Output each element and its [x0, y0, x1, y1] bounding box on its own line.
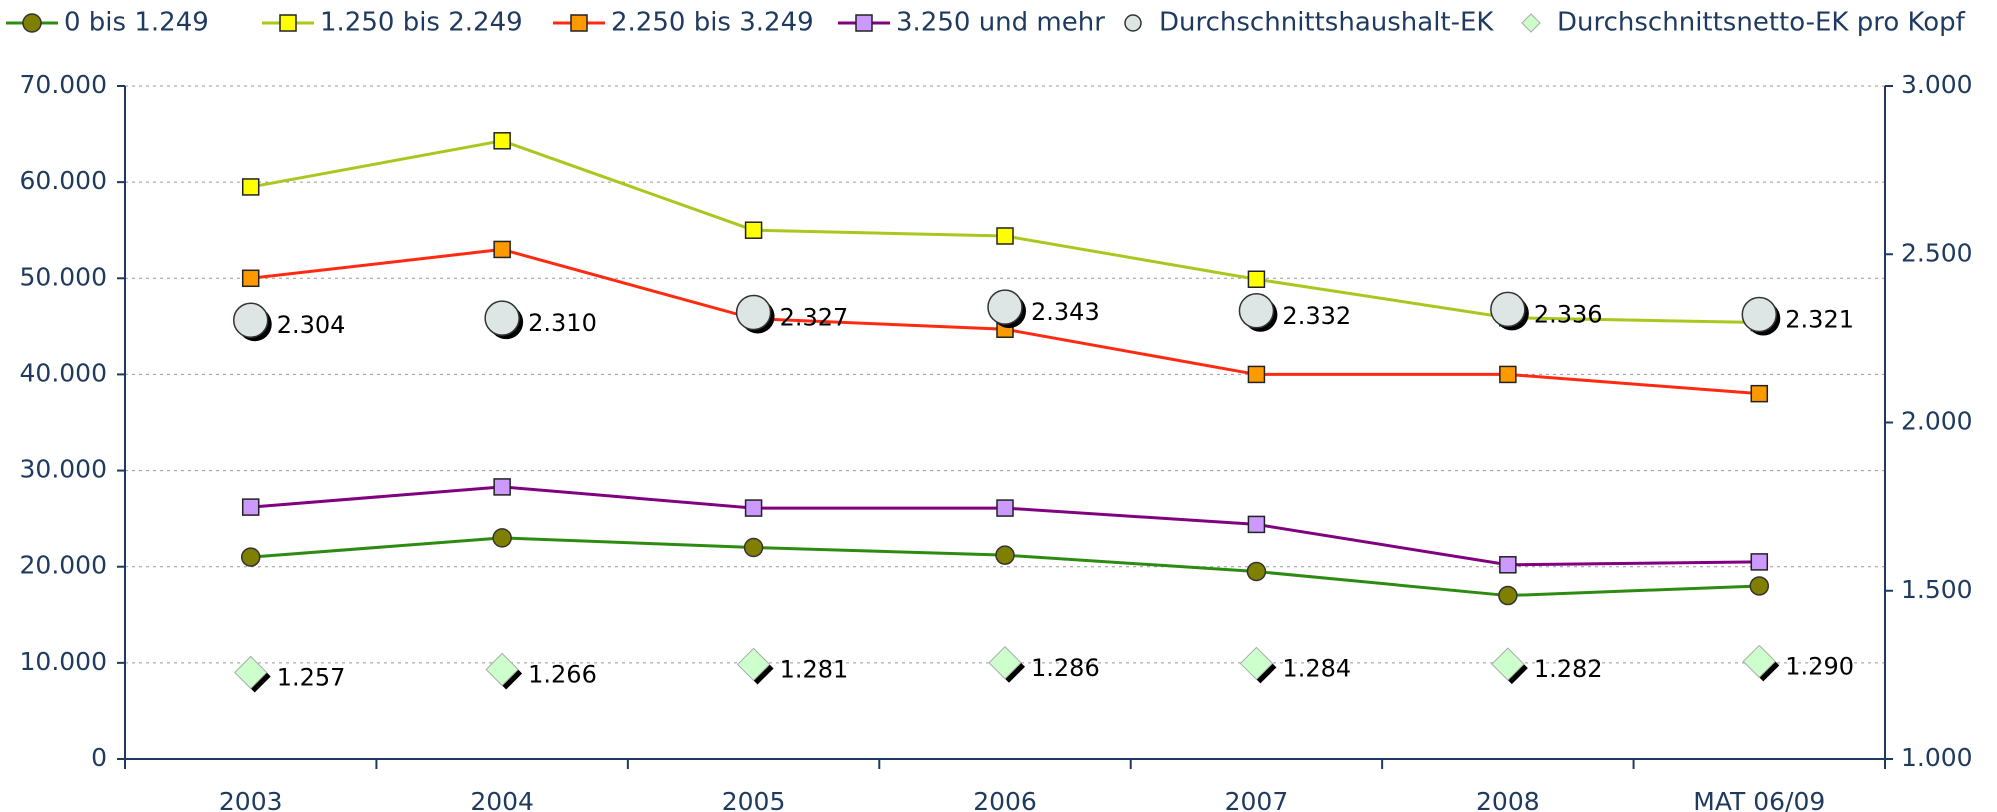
y-tick-label: 50.000 [20, 262, 107, 291]
y2-tick-label: 3.000 [1901, 70, 1973, 99]
y2-tick-label: 1.500 [1901, 575, 1973, 604]
marker [1239, 646, 1274, 681]
y-tick-label: 40.000 [20, 358, 107, 387]
marker [1499, 556, 1517, 574]
x-tick-label: 2004 [470, 787, 534, 812]
marker [996, 499, 1014, 517]
data-label: 1.284 [1282, 654, 1351, 682]
data-label: 1.257 [277, 664, 346, 692]
data-label: 1.282 [1534, 655, 1603, 683]
marker [744, 499, 763, 517]
marker [988, 646, 1022, 680]
y-tick-label: 10.000 [20, 647, 107, 676]
marker [493, 132, 511, 150]
legend-label: 0 bis 1.249 [64, 8, 209, 38]
marker [744, 221, 763, 239]
legend-label: 3.250 und mehr [896, 8, 1105, 38]
legend-label: Durchschnittsnetto-EK pro Kopf [1557, 8, 1966, 38]
marker [995, 545, 1015, 565]
marker [743, 537, 764, 558]
x-tick-label: MAT 06/09 [1693, 787, 1825, 812]
legend-marker [1124, 14, 1142, 32]
data-label: 2.343 [1031, 298, 1100, 326]
x-tick-label: 2005 [722, 787, 786, 812]
x-tick-label: 2007 [1225, 787, 1289, 812]
marker [234, 655, 268, 690]
y-tick-label: 60.000 [20, 166, 107, 195]
marker [1238, 293, 1275, 329]
data-label: 2.321 [1785, 305, 1854, 333]
data-label: 2.336 [1534, 300, 1603, 328]
y-tick-label: 0 [91, 743, 107, 772]
marker [1741, 296, 1778, 333]
marker [493, 240, 511, 259]
marker [1750, 384, 1769, 403]
data-label: 1.266 [528, 660, 597, 688]
marker [1750, 553, 1769, 571]
y-tick-label: 70.000 [20, 70, 107, 99]
marker [996, 227, 1014, 245]
data-label: 2.332 [1282, 302, 1351, 330]
marker [736, 647, 771, 682]
marker [232, 302, 269, 338]
legend-label: Durchschnittshaushalt-EK [1159, 8, 1494, 38]
marker [22, 13, 42, 33]
y2-tick-label: 1.000 [1901, 743, 1973, 772]
data-label: 2.304 [277, 311, 346, 339]
marker [241, 178, 260, 196]
marker [240, 547, 261, 567]
marker [987, 289, 1023, 325]
marker [855, 14, 873, 32]
marker [1247, 365, 1266, 384]
x-tick-label: 2003 [219, 787, 283, 812]
marker [1490, 291, 1526, 328]
data-label: 1.286 [1031, 654, 1100, 682]
marker [492, 528, 512, 548]
marker [1247, 515, 1266, 534]
marker [493, 478, 511, 496]
marker [241, 498, 260, 516]
marker [1742, 644, 1776, 679]
marker [279, 14, 297, 32]
x-tick-label: 2006 [973, 787, 1037, 812]
data-label: 2.310 [528, 309, 597, 337]
marker [1246, 561, 1267, 582]
marker [1247, 270, 1266, 288]
marker [485, 652, 519, 687]
legend-marker [1521, 13, 1541, 33]
y2-tick-label: 2.000 [1901, 407, 1973, 436]
marker [241, 269, 260, 288]
marker [484, 300, 520, 336]
marker [735, 294, 772, 331]
y-tick-label: 30.000 [20, 455, 107, 484]
marker [570, 14, 588, 32]
marker [1499, 365, 1517, 384]
legend-label: 1.250 bis 2.249 [320, 8, 523, 38]
x-tick-label: 2008 [1476, 787, 1540, 812]
y2-tick-label: 2.500 [1901, 238, 1973, 267]
marker [1749, 576, 1770, 596]
marker [1498, 585, 1518, 606]
marker [1491, 647, 1525, 681]
data-label: 1.290 [1785, 652, 1854, 680]
data-label: 1.281 [780, 655, 849, 683]
legend-label: 2.250 bis 3.249 [611, 8, 814, 38]
y-tick-label: 20.000 [20, 551, 107, 580]
data-label: 2.327 [780, 303, 849, 331]
